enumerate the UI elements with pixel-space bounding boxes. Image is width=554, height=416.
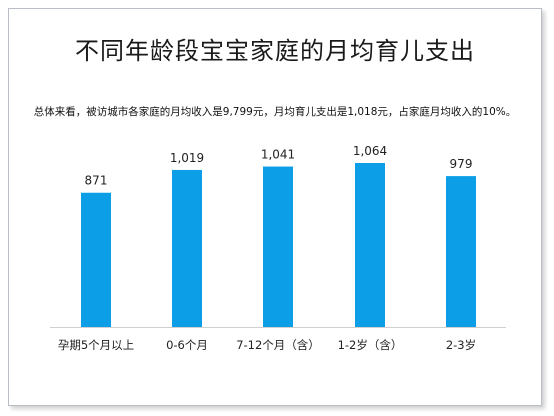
x-tick-label: 1-2岁（含） — [338, 338, 403, 352]
bar-value-label: 1,041 — [261, 148, 295, 162]
bar — [81, 192, 111, 327]
bar-value-label: 1,064 — [353, 144, 387, 158]
bar-value-label: 871 — [85, 174, 108, 188]
bar — [172, 169, 202, 327]
bar — [263, 166, 293, 327]
bar-value-label: 1,019 — [170, 151, 204, 165]
bar — [446, 176, 476, 327]
x-tick-label: 2-3岁 — [446, 338, 476, 352]
x-tick-label: 孕期5个月以上 — [58, 338, 134, 352]
bar-value-label: 979 — [450, 157, 473, 171]
x-tick-label: 0-6个月 — [166, 338, 208, 352]
chart-title: 不同年龄段宝宝家庭的月均育儿支出 — [75, 37, 475, 65]
x-tick-label: 7-12个月（含） — [236, 338, 320, 352]
chart-subtitle: 总体来看，被访城市各家庭的月均收入是9,799元，月均育儿支出是1,018元，占… — [33, 106, 517, 118]
bar — [355, 163, 385, 327]
